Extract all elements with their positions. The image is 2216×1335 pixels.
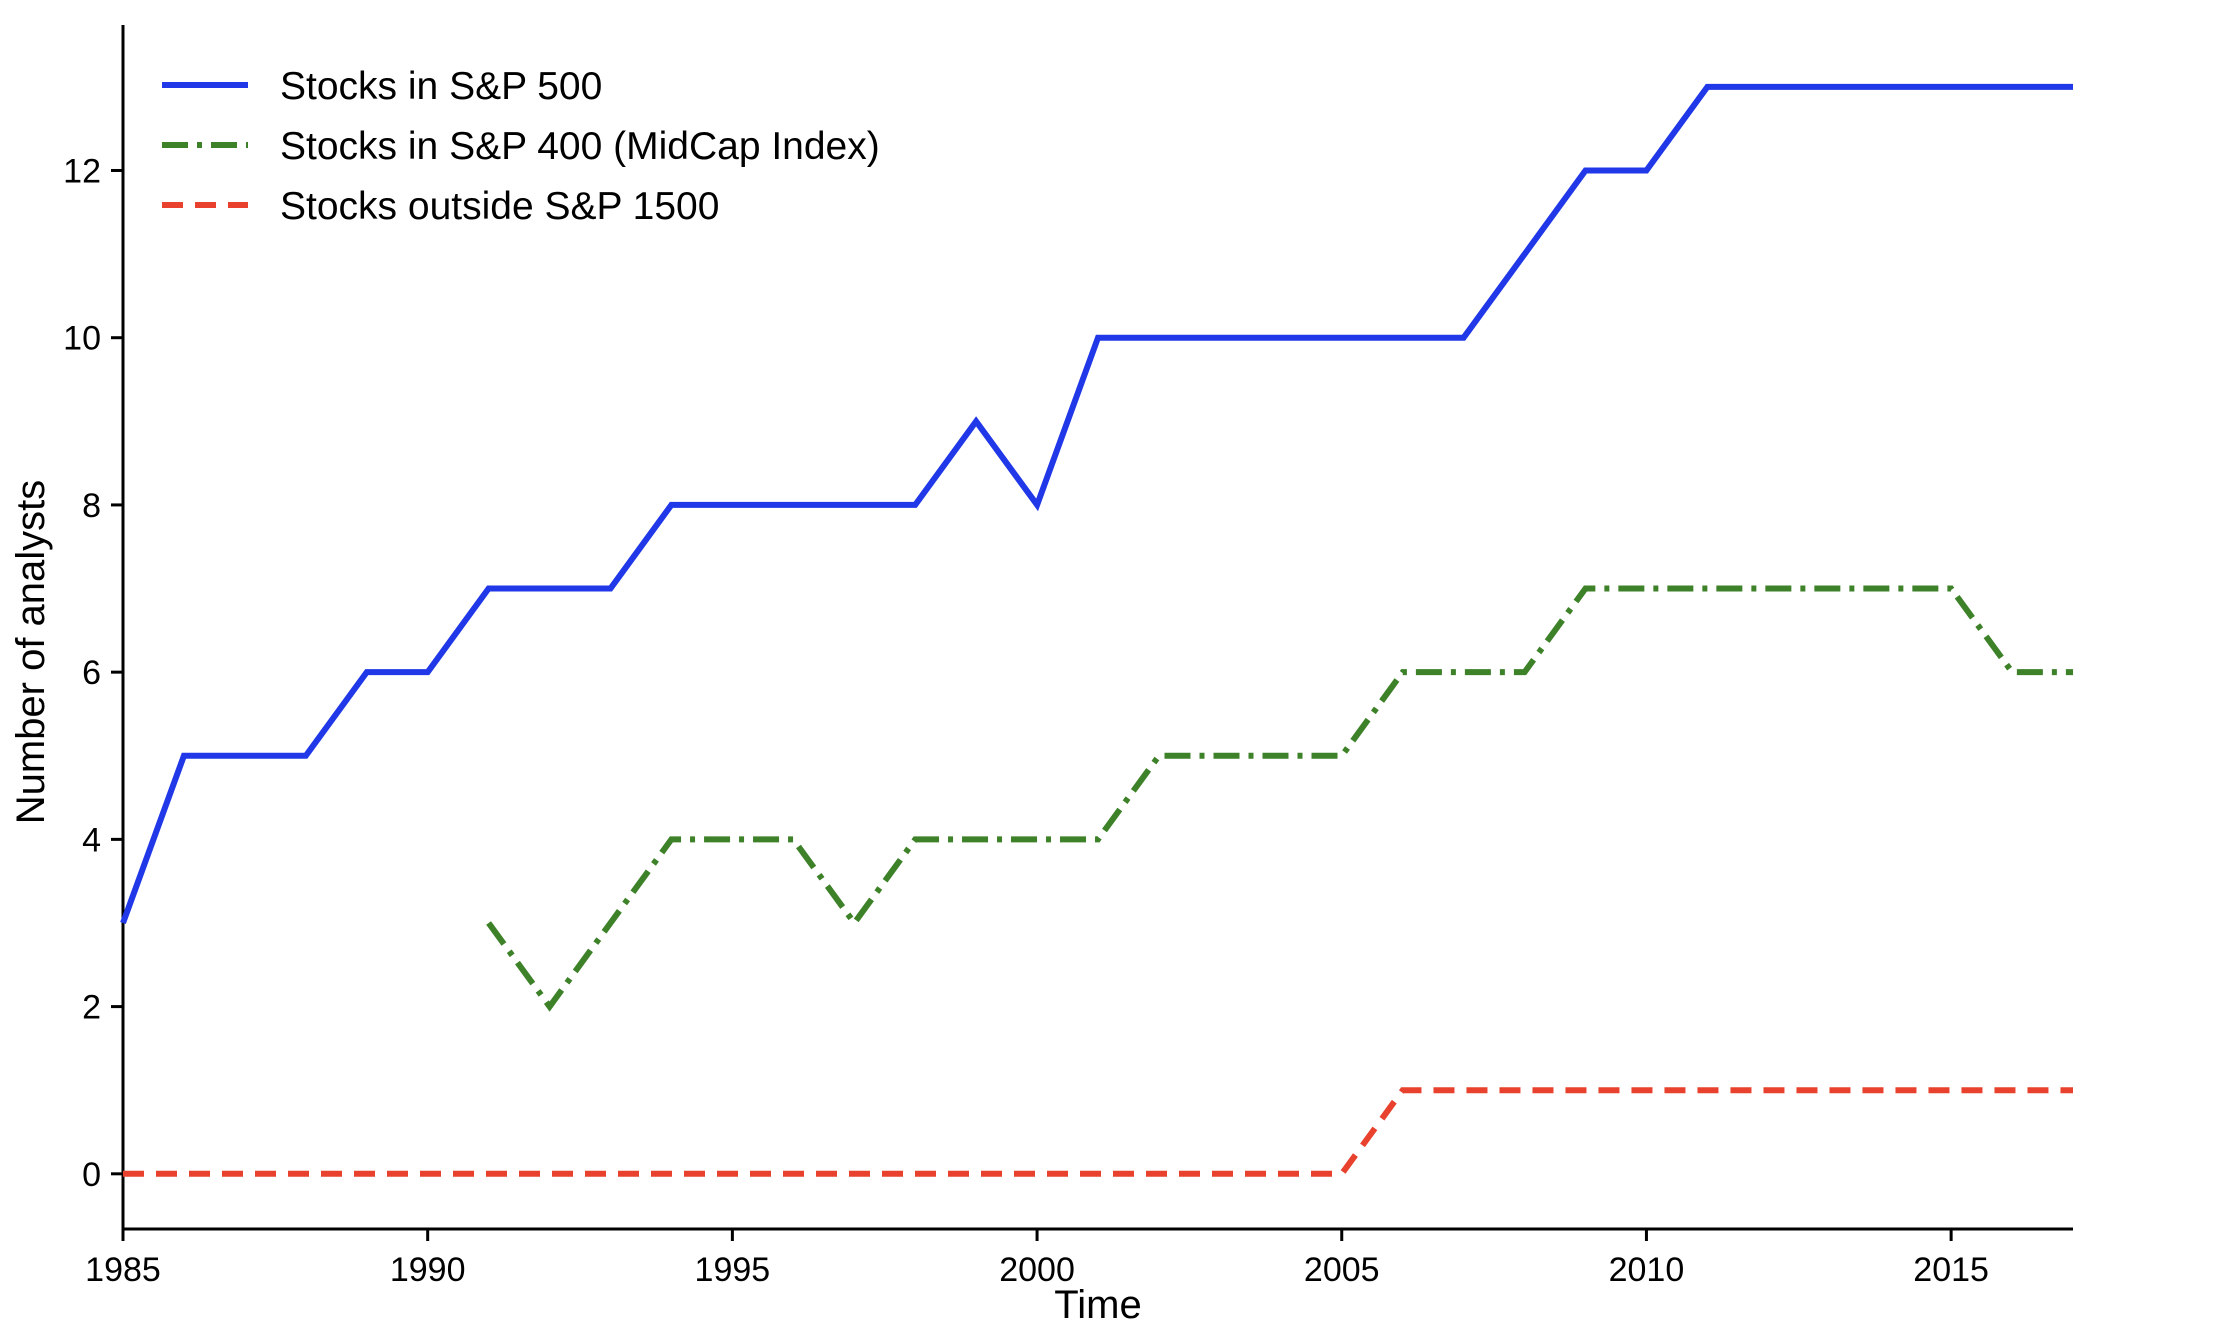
x-tick-label: 2005	[1304, 1251, 1380, 1289]
legend-label: Stocks outside S&P 1500	[280, 185, 719, 228]
x-tick-label: 1990	[390, 1251, 466, 1289]
axes: 1985 1990 1995 2000 2005 2010 2015 0 2 4 6 8 10 12	[63, 25, 2073, 1289]
y-tick-label: 2	[82, 989, 101, 1027]
x-tick-label: 1995	[695, 1251, 771, 1289]
y-tick-label: 8	[82, 487, 101, 525]
legend-label: Stocks in S&P 400 (MidCap Index)	[280, 125, 880, 168]
series-layer	[120, 83, 2073, 1177]
y-tick-label: 12	[63, 152, 101, 190]
series-line-0	[120, 83, 2073, 925]
y-tick-label: 0	[82, 1156, 101, 1194]
legend-item: Stocks outside S&P 1500	[162, 185, 719, 228]
y-tick-label: 10	[63, 320, 101, 358]
x-tick-label: 2000	[999, 1251, 1075, 1289]
x-tick-label: 1985	[85, 1251, 161, 1289]
legend-label: Stocks in S&P 500	[280, 65, 602, 108]
series-line-2	[123, 1087, 2073, 1177]
x-tick-label: 2010	[1609, 1251, 1685, 1289]
x-axis-label: Time	[1054, 1283, 1141, 1327]
x-tick-label: 2015	[1913, 1251, 1989, 1289]
legend-item: Stocks in S&P 500	[162, 65, 602, 108]
series-line-1	[486, 585, 2073, 1012]
y-axis-label: Number of analysts	[9, 480, 53, 825]
legend-item: Stocks in S&P 400 (MidCap Index)	[162, 125, 880, 168]
y-tick-label: 6	[82, 654, 101, 692]
legend: Stocks in S&P 500 Stocks in S&P 400 (MidC…	[162, 65, 880, 228]
y-tick-label: 4	[82, 821, 101, 859]
